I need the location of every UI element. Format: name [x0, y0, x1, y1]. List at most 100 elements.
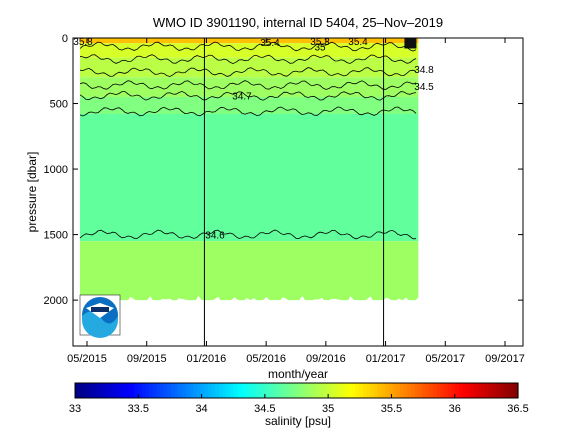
colorbar-cell-42: [230, 383, 235, 398]
colorbar-cell-106: [466, 383, 471, 398]
salinity-layer-3: [80, 77, 419, 97]
colorbar-cell-11: [115, 383, 120, 398]
colorbar-cell-38: [215, 383, 220, 398]
colorbar-cell-72: [340, 383, 346, 398]
colorbar-cell-27: [174, 383, 179, 398]
colorbar-cell-115: [499, 383, 504, 398]
colorbar-cell-101: [447, 383, 453, 398]
colorbar-cell-77: [359, 383, 364, 398]
colorbar-cell-23: [159, 383, 165, 398]
x-tick-label-1: 09/2015: [127, 353, 167, 365]
colorbar-cell-13: [122, 383, 128, 398]
colorbar-cell-17: [137, 383, 143, 398]
colorbar-cell-118: [510, 383, 515, 398]
colorbar-cell-100: [444, 383, 449, 398]
colorbar-cell-111: [484, 383, 490, 398]
contour-0: [79, 41, 417, 52]
colorbar-cell-26: [170, 383, 176, 398]
colorbar-cell-29: [182, 383, 187, 398]
colorbar-cell-18: [141, 383, 146, 398]
colorbar-cell-91: [410, 383, 416, 398]
colorbar-cell-104: [458, 383, 464, 398]
colorbar-cell-50: [259, 383, 264, 398]
contour-4: [79, 90, 417, 101]
colorbar-cell-16: [134, 383, 139, 398]
salinity-layer-6: [80, 241, 419, 301]
contour-label-6: 34.6: [205, 231, 225, 242]
y-tick-label-1: 500: [50, 99, 68, 111]
contour-3: [79, 80, 417, 90]
y-tick-label-3: 1500: [44, 230, 68, 242]
colorbar-frame: [74, 382, 519, 399]
colorbar-cell-112: [488, 383, 493, 398]
colorbar-cell-31: [189, 383, 194, 398]
colorbar-cell-59: [292, 383, 298, 398]
colorbar-cell-20: [148, 383, 154, 398]
colorbar-cell-105: [462, 383, 467, 398]
colorbar-cell-5: [93, 383, 98, 398]
colorbar-tick-label-7: 36.5: [507, 403, 528, 415]
colorbar-cell-9: [108, 383, 113, 398]
colorbar-cell-71: [337, 383, 342, 398]
colorbar-cell-67: [322, 383, 327, 398]
colorbar-cell-119: [514, 383, 519, 398]
x-tick-label-3: 05/2016: [246, 353, 286, 365]
x-tick-label-5: 01/2017: [366, 353, 406, 365]
colorbar-tick-label-5: 35.5: [381, 403, 402, 415]
salinity-layer-0: [80, 38, 419, 44]
colorbar-cell-65: [314, 383, 320, 398]
colorbar-cell-51: [263, 383, 268, 398]
colorbar-cell-10: [111, 383, 117, 398]
colorbar-cell-28: [178, 383, 183, 398]
colorbar-cell-40: [222, 383, 227, 398]
colorbar-cell-108: [473, 383, 478, 398]
colorbar-cell-114: [495, 383, 501, 398]
colorbar-cell-22: [156, 383, 161, 398]
colorbar-cell-76: [355, 383, 360, 398]
y-tick-label-2: 1000: [44, 164, 68, 176]
colorbar-cell-49: [255, 383, 261, 398]
colorbar-cell-44: [237, 383, 242, 398]
contour-label-4: 34.7: [232, 92, 252, 103]
colorbar-tick-label-6: 36: [449, 403, 461, 415]
colorbar-cell-52: [266, 383, 272, 398]
colorbar-cell-83: [381, 383, 386, 398]
colorbar-cell-48: [252, 383, 257, 398]
annotation-4: 34.8: [414, 65, 434, 76]
x-axis-label: month/year: [268, 367, 328, 381]
colorbar: 33 33.5 34 34.5 35 35.5 36 36.5: [69, 382, 529, 415]
contour-5: [79, 106, 417, 117]
colorbar-cell-34: [200, 383, 205, 398]
colorbar-cell-55: [278, 383, 283, 398]
colorbar-cell-103: [455, 383, 460, 398]
salinity-layer-1: [80, 43, 419, 58]
colorbar-cell-69: [329, 383, 335, 398]
colorbar-cell-56: [281, 383, 287, 398]
colorbar-cell-58: [289, 383, 294, 398]
x-tick-label-2: 01/2016: [187, 353, 227, 365]
colorbar-cell-98: [436, 383, 442, 398]
colorbar-cell-43: [233, 383, 239, 398]
colorbar-cell-75: [351, 383, 357, 398]
salinity-layer-5: [80, 114, 419, 242]
contour-lines: 35 34.7 34.6: [79, 41, 417, 242]
colorbar-cell-7: [100, 383, 106, 398]
colorbar-cell-78: [362, 383, 368, 398]
colorbar-cell-2: [82, 383, 87, 398]
colorbar-cell-24: [163, 383, 168, 398]
colorbar-cell-12: [119, 383, 124, 398]
annotation-0: 35.8: [73, 37, 93, 48]
colorbar-cell-90: [407, 383, 412, 398]
colorbar-cell-33: [196, 383, 202, 398]
colorbar-cell-62: [303, 383, 309, 398]
colorbar-cell-94: [422, 383, 427, 398]
colorbar-cell-97: [433, 383, 438, 398]
colorbar-cell-96: [429, 383, 434, 398]
colorbar-cell-15: [130, 383, 135, 398]
x-tick-label-7: 09/2017: [485, 353, 525, 365]
colorbar-cell-102: [451, 383, 456, 398]
colorbar-cell-3: [86, 383, 91, 398]
y-axis-label: pressure [dbar]: [25, 152, 39, 233]
colorbar-cell-79: [366, 383, 371, 398]
